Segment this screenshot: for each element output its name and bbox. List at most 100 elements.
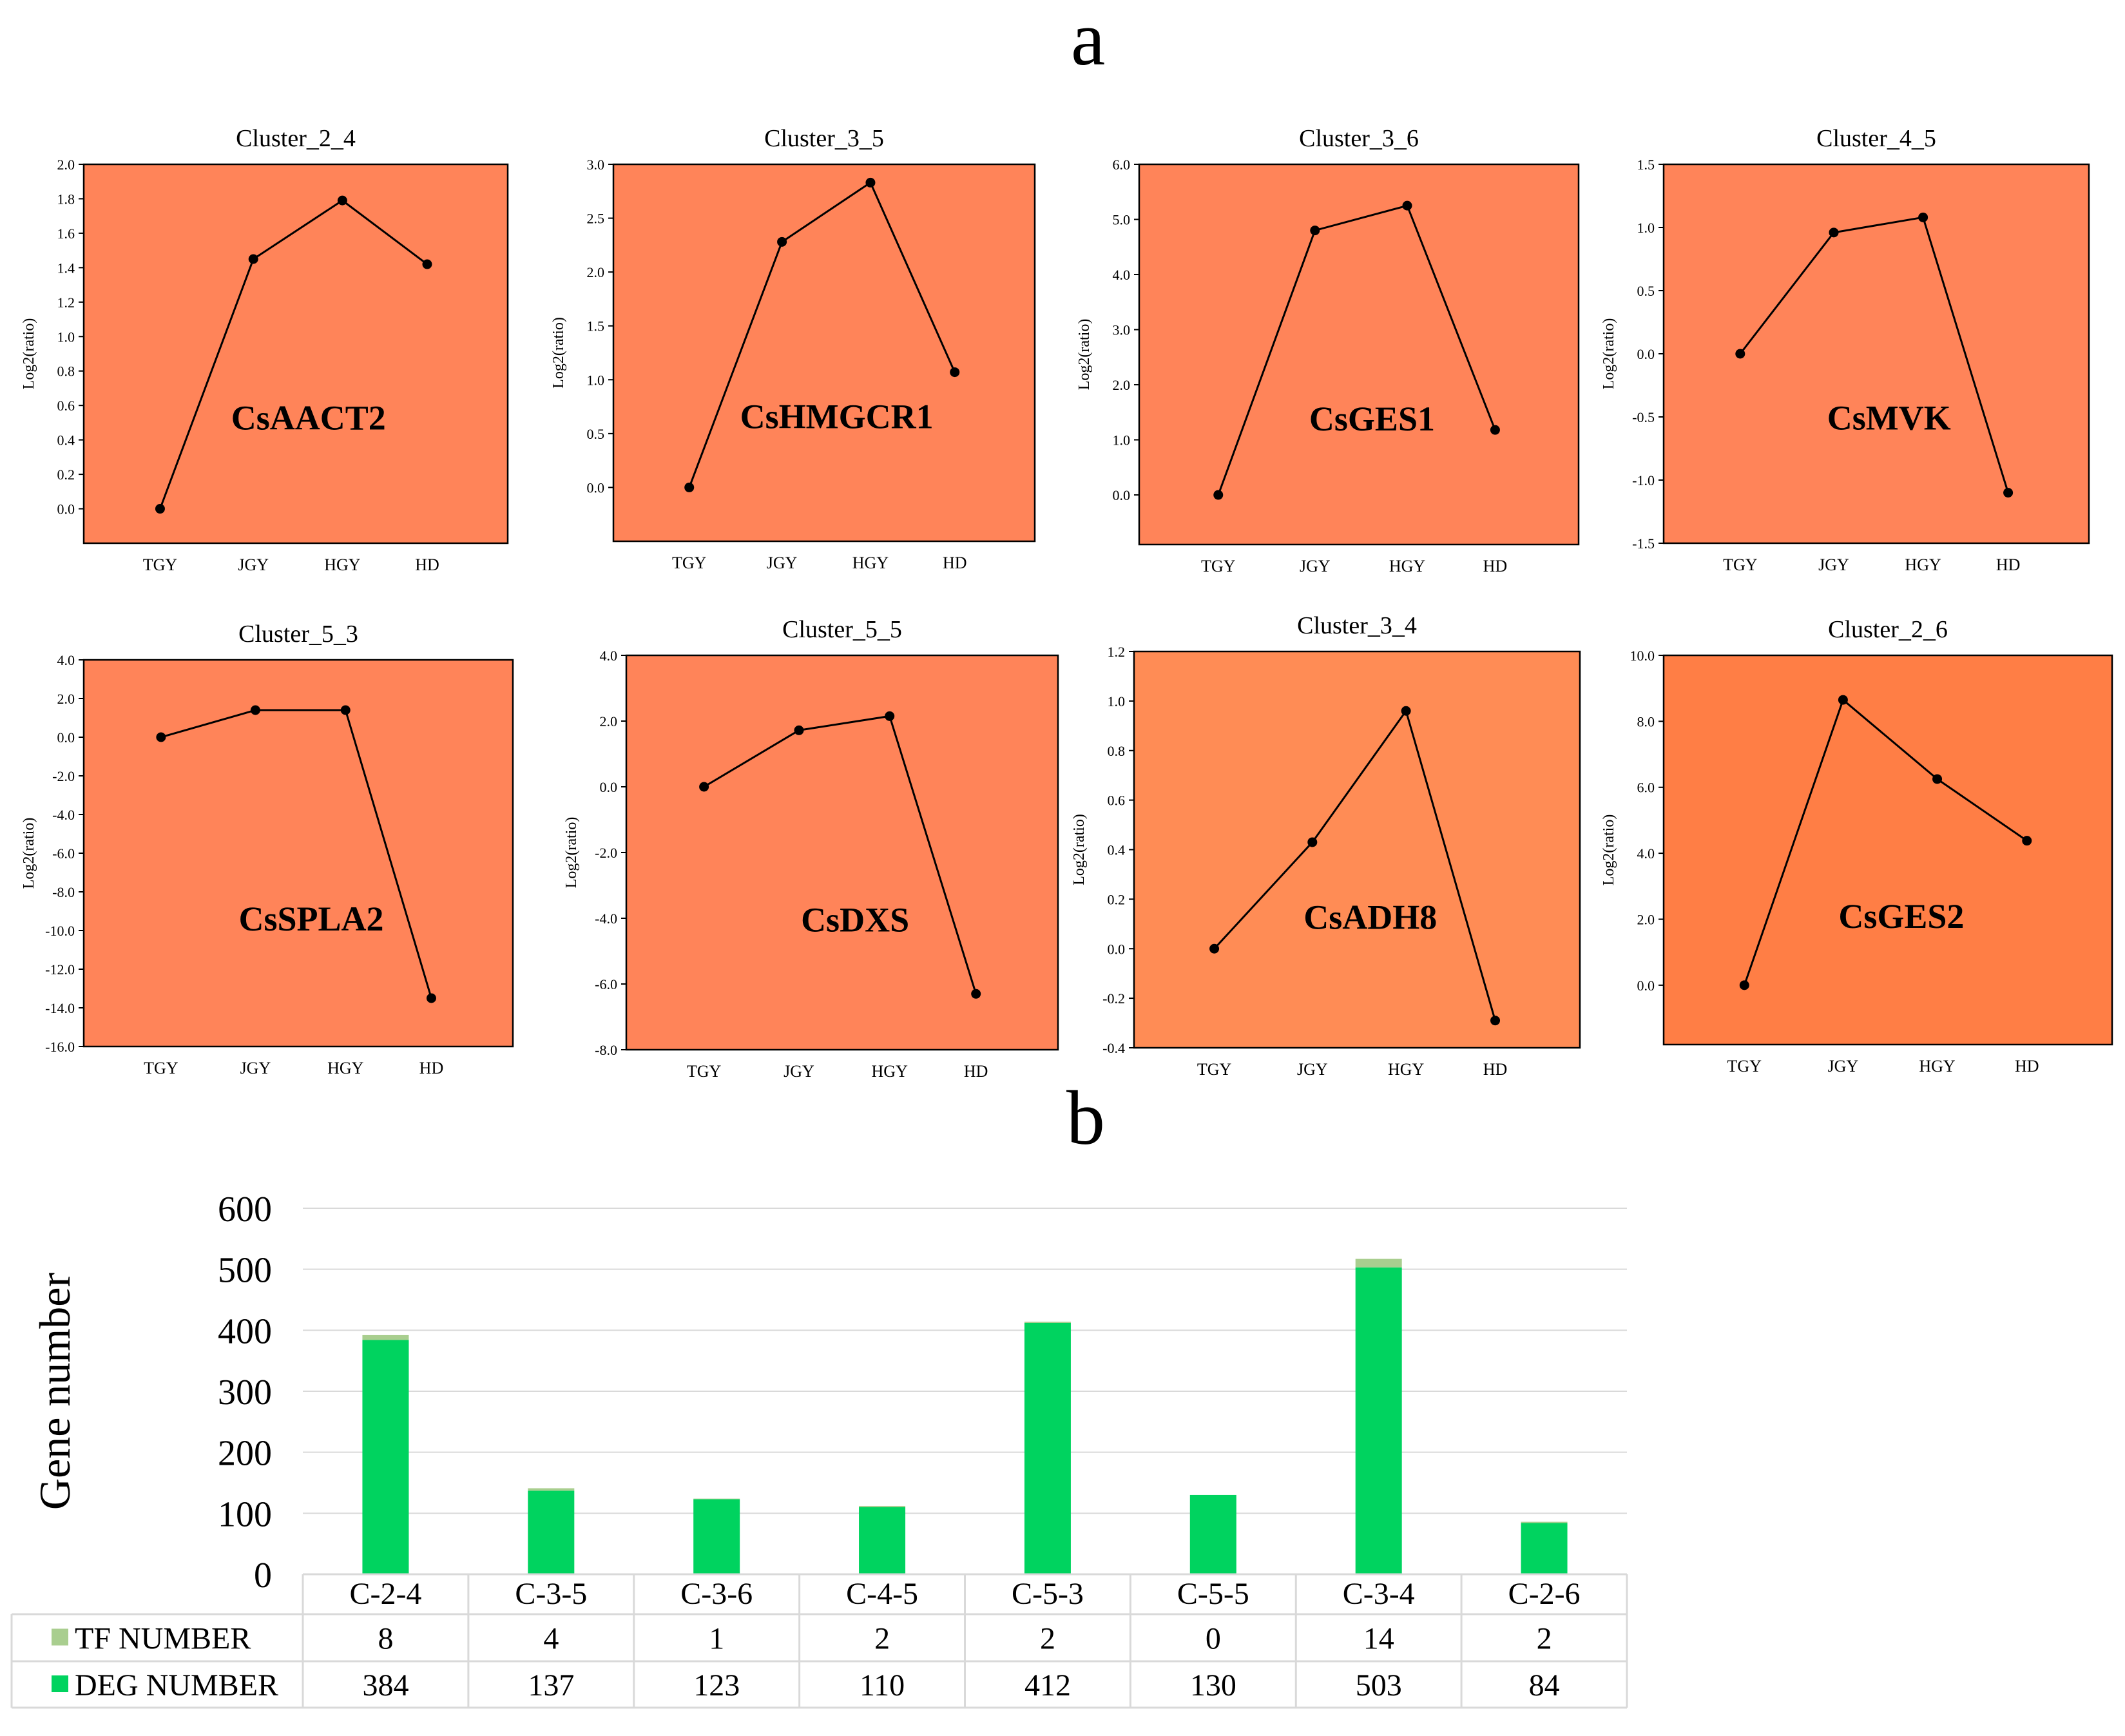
data-point [971, 989, 981, 999]
plot-area [1662, 163, 2090, 545]
x-tick-label: JGY [784, 1062, 814, 1081]
line-chart-5: Cluster_5_3 -16.0 -14.0 -12.0 -10.0 -8.0 -6.0 -… [21, 621, 514, 1077]
bar-deg [1024, 1322, 1071, 1574]
y-tick-label: -6.0 [52, 845, 75, 862]
y-tick-label: -1.0 [1632, 472, 1655, 488]
data-point [885, 711, 895, 721]
series-line [1743, 698, 2028, 986]
bar-tf [528, 1488, 575, 1491]
table-value: 2 [1537, 1622, 1552, 1656]
data-point [1838, 695, 1848, 705]
bar-tf [362, 1335, 409, 1340]
y-tick-label: 1.0 [57, 329, 75, 345]
data-point [794, 725, 804, 735]
y-tick-label: 1.0 [587, 372, 605, 388]
data-point [250, 705, 260, 715]
data-point [1735, 349, 1745, 359]
line-chart-3: Cluster_3_6 0.0 1.0 2.0 3.0 4.0 5.0 6.0 Log2(rat… [1076, 125, 1580, 575]
series-line [703, 715, 977, 994]
x-tick-label: HD [943, 554, 967, 572]
table-value: 8 [378, 1622, 393, 1656]
data-point [340, 705, 351, 715]
data-point [155, 504, 165, 514]
series-line [1739, 216, 2010, 494]
bar-tf [859, 1505, 906, 1507]
legend-swatch [52, 1675, 68, 1692]
y-tick-label: 4.0 [600, 648, 618, 664]
y-tick-label: -4.0 [595, 911, 617, 927]
data-point [1739, 980, 1749, 990]
bar-tf [1355, 1259, 1402, 1268]
series-line [688, 181, 956, 488]
y-tick-label: 1.2 [57, 294, 75, 311]
series-line [1217, 204, 1496, 496]
y-tick-label: 0.6 [1108, 793, 1126, 809]
y-tick-label: 3.0 [587, 157, 605, 173]
y-tick-label: 1.2 [1108, 644, 1126, 660]
category-label: C-4-5 [846, 1577, 918, 1611]
y-tick-label: 1.0 [1108, 693, 1126, 709]
x-tick-label: JGY [1828, 1057, 1859, 1075]
series-line [160, 709, 432, 999]
chart-title: Cluster_4_5 [1816, 125, 1936, 152]
y-axis-label: Log2(ratio) [1071, 814, 1088, 885]
bar-tf [693, 1498, 740, 1500]
table-value: 14 [1363, 1622, 1394, 1656]
x-tick-label: HD [2015, 1057, 2039, 1075]
gene-label: CsGES1 [1309, 400, 1435, 438]
y-tick-label: 0.0 [1113, 487, 1131, 503]
data-point [1490, 1016, 1501, 1026]
y-tick-label: 100 [218, 1494, 272, 1534]
series-line [1213, 708, 1496, 1021]
y-tick-label: 1.5 [587, 318, 605, 334]
x-tick-label: JGY [240, 1059, 271, 1077]
line-chart-7: Cluster_3_4 -0.4 -0.2 0.0 0.2 0.4 0.6 0.8 1.0 1.2… [1071, 612, 1581, 1079]
category-label: C-3-4 [1343, 1577, 1415, 1611]
bar-deg [362, 1340, 409, 1574]
y-tick-label: -2.0 [595, 845, 617, 861]
x-tick-label: TGY [1723, 555, 1758, 574]
table-value: 503 [1356, 1668, 1402, 1702]
y-tick-label: 0.4 [57, 432, 75, 448]
category-label: C-5-3 [1012, 1577, 1084, 1611]
x-tick-label: TGY [672, 554, 707, 572]
plot-area [1138, 163, 1580, 546]
data-point [1932, 774, 1943, 784]
x-tick-label: HGY [327, 1059, 364, 1077]
data-point [248, 254, 258, 264]
line-chart-6: Cluster_5_5 -8.0 -6.0 -4.0 -2.0 0.0 2.0 4.0 Log2… [563, 616, 1059, 1081]
y-tick-label: 0.4 [1108, 842, 1126, 858]
data-point [1213, 490, 1224, 500]
x-tick-label: HD [1483, 1060, 1508, 1079]
x-tick-label: HGY [1389, 557, 1426, 575]
y-tick-label: 1.4 [57, 260, 75, 276]
legend-label: TF NUMBER [75, 1622, 251, 1656]
plot-area [625, 654, 1059, 1051]
data-point [422, 259, 432, 269]
data-point [699, 782, 709, 792]
x-tick-label: HGY [872, 1062, 909, 1081]
data-point [777, 236, 787, 247]
y-tick-label: 600 [218, 1190, 272, 1230]
y-tick-label: 2.0 [1637, 911, 1655, 927]
gene-label: CsSPLA2 [238, 900, 383, 938]
y-tick-label: 0.0 [587, 479, 605, 496]
data-point [337, 195, 347, 206]
y-tick-label: 2.0 [600, 713, 618, 729]
y-tick-label: 0.2 [1108, 891, 1126, 907]
bar-deg [528, 1490, 575, 1574]
x-tick-label: HD [1996, 555, 2021, 574]
table-value: 2 [874, 1622, 890, 1656]
y-tick-label: 4.0 [57, 652, 75, 668]
x-tick-label: HD [419, 1059, 444, 1077]
gene-label: CsHMGCR1 [740, 398, 934, 436]
y-tick-label: 5.0 [1113, 212, 1131, 228]
y-tick-label: 0.5 [587, 426, 605, 442]
y-tick-label: 0.0 [1637, 346, 1655, 362]
line-chart-1: Cluster_2_4 0.0 0.2 0.4 0.6 0.8 1.0 1.2 1.4 1.6 1.… [21, 125, 509, 574]
gene-label: CsMVK [1827, 399, 1951, 438]
data-point [1310, 226, 1320, 236]
y-tick-label: 0.2 [57, 467, 75, 483]
